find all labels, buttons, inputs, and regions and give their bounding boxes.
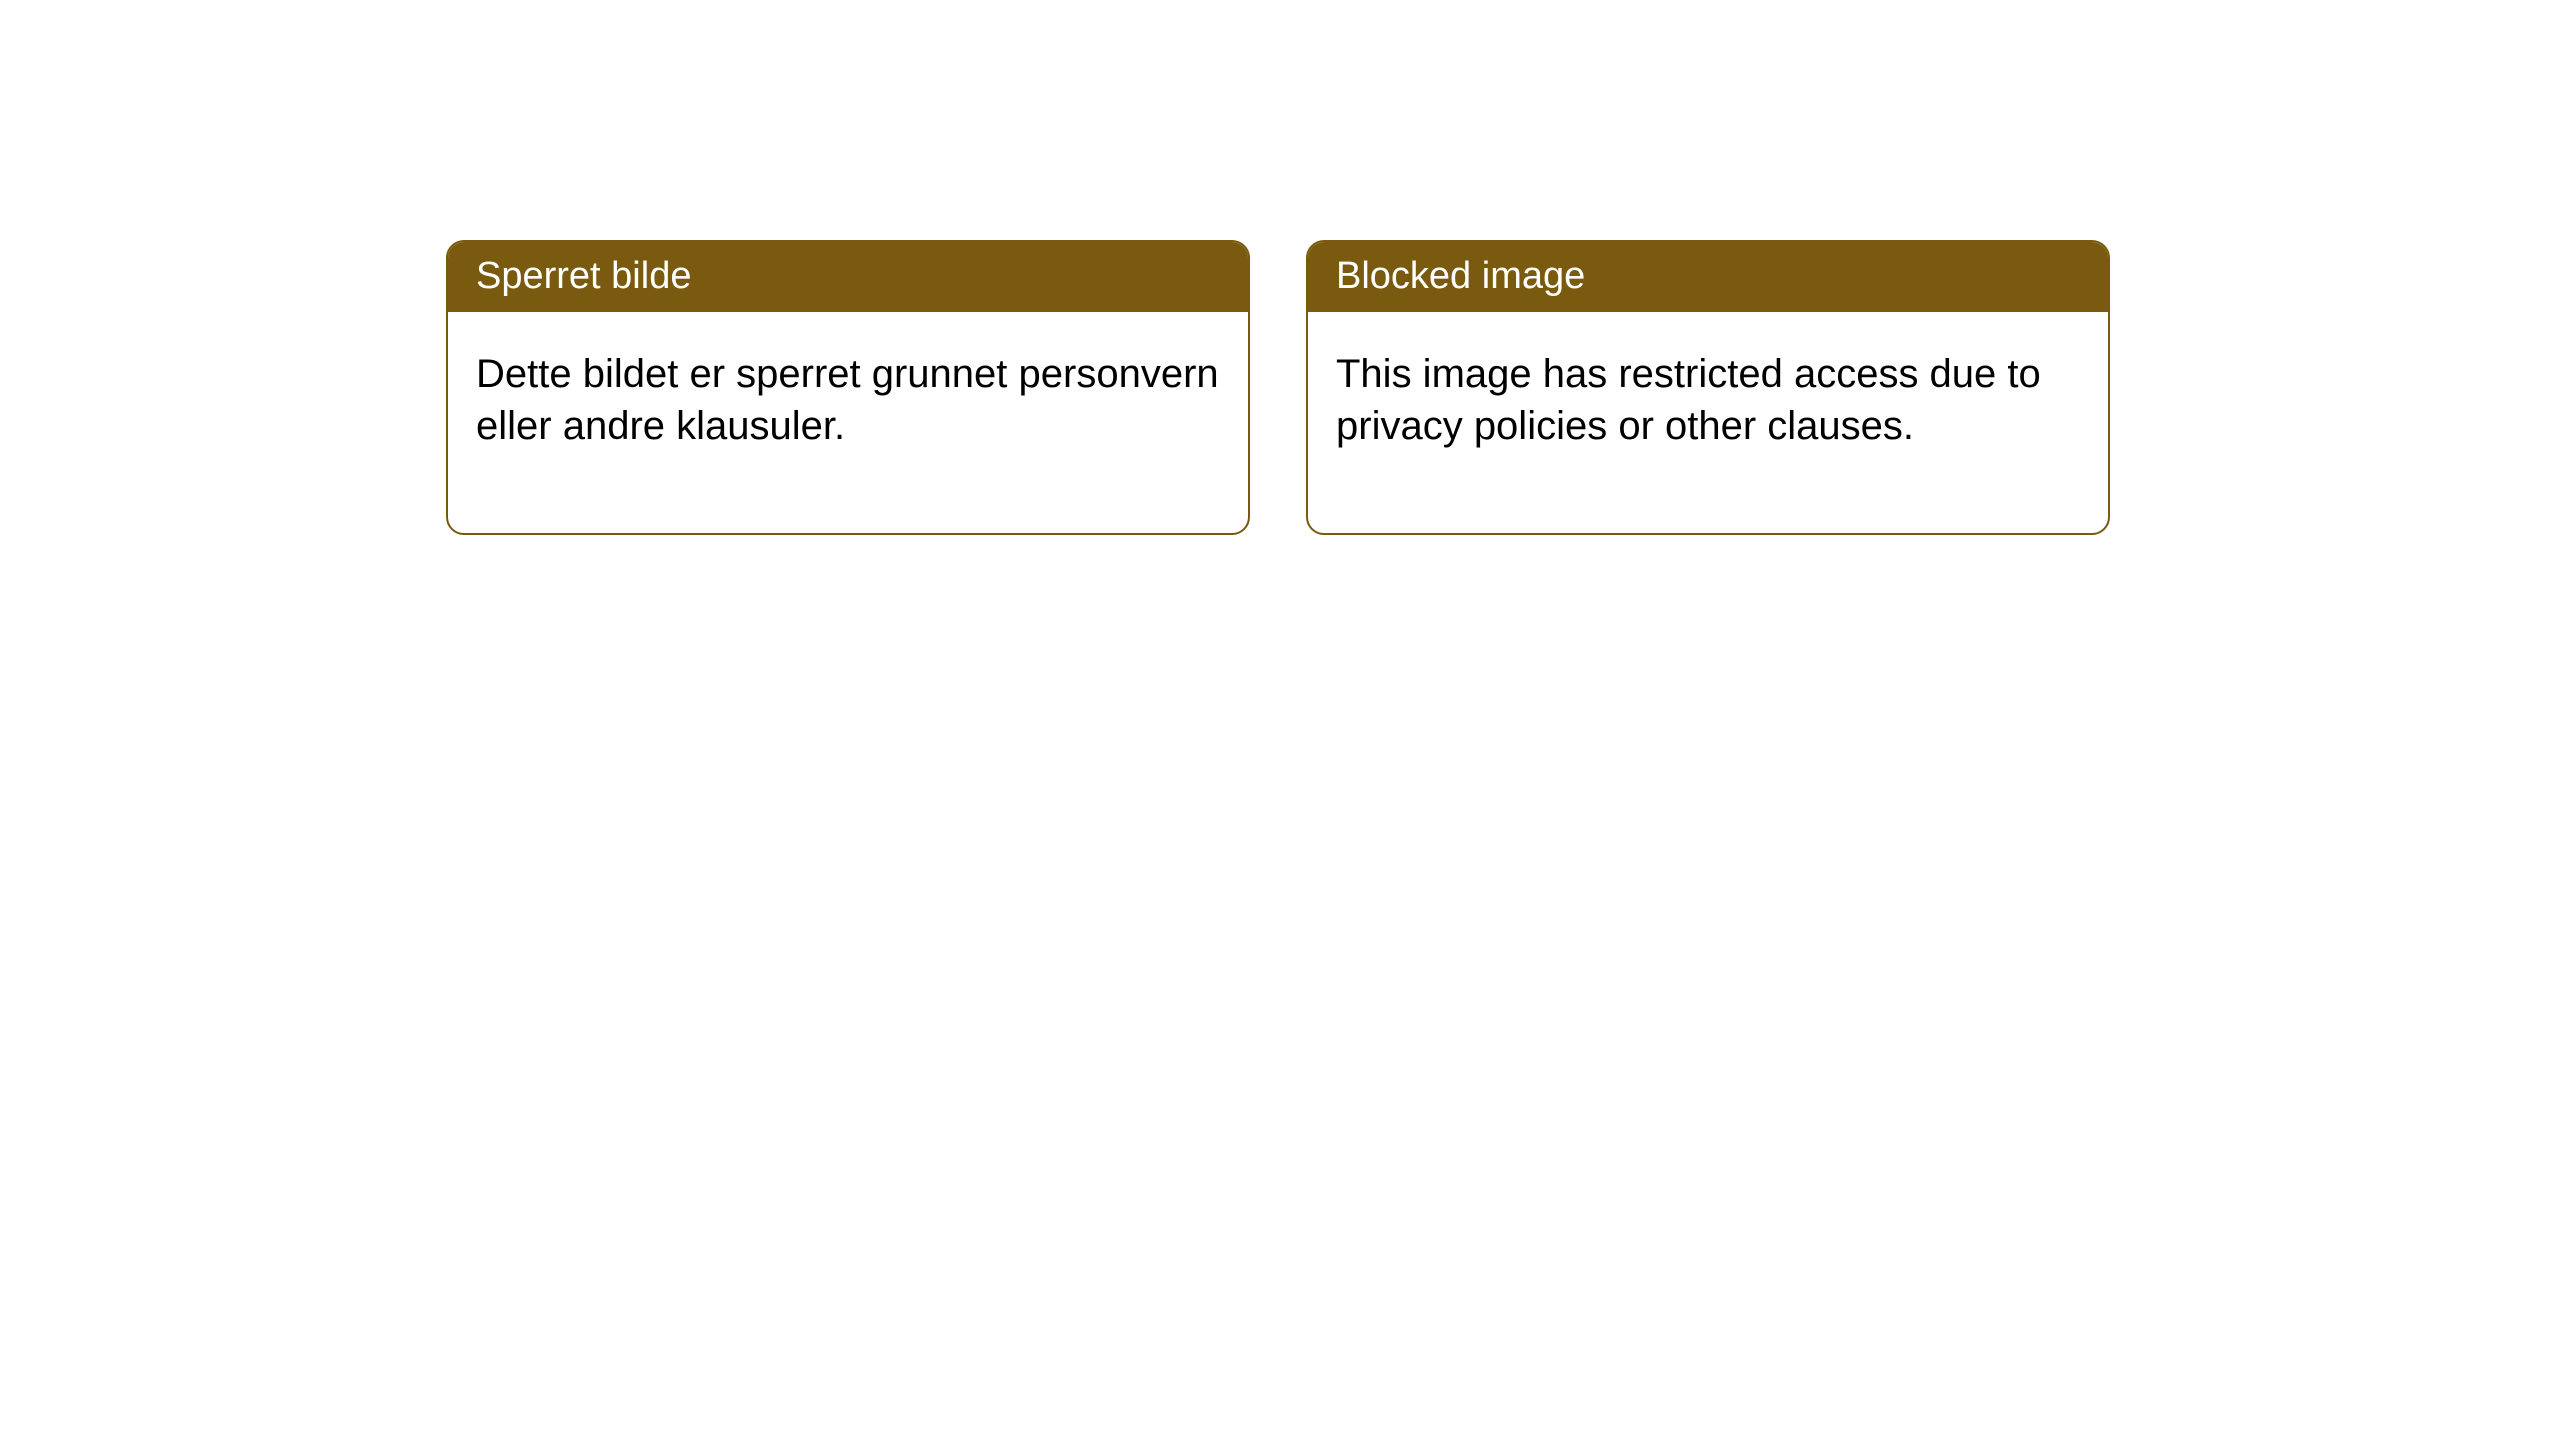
notice-card-english: Blocked image This image has restricted … (1306, 240, 2110, 535)
notice-container: Sperret bilde Dette bildet er sperret gr… (446, 240, 2110, 535)
notice-body: Dette bildet er sperret grunnet personve… (448, 312, 1248, 534)
notice-body: This image has restricted access due to … (1308, 312, 2108, 534)
notice-card-norwegian: Sperret bilde Dette bildet er sperret gr… (446, 240, 1250, 535)
notice-header: Sperret bilde (448, 242, 1248, 312)
notice-header: Blocked image (1308, 242, 2108, 312)
